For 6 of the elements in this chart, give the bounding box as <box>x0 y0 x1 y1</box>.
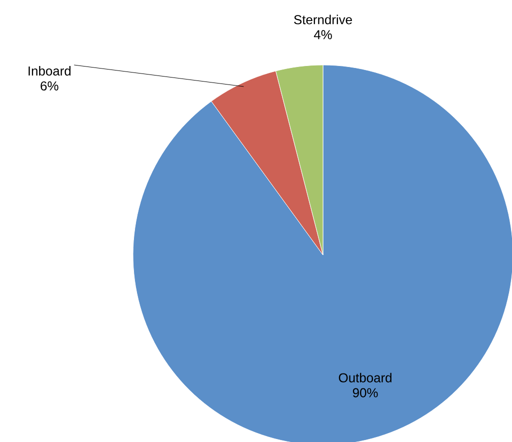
data-label: 4% <box>314 30 332 40</box>
slice-label: Inboard <box>28 66 71 76</box>
data-label: 90% <box>352 388 378 398</box>
slice-label: Sterndrive <box>294 14 352 24</box>
data-label: 6% <box>40 81 58 91</box>
slice-label: Outboard <box>338 372 392 382</box>
